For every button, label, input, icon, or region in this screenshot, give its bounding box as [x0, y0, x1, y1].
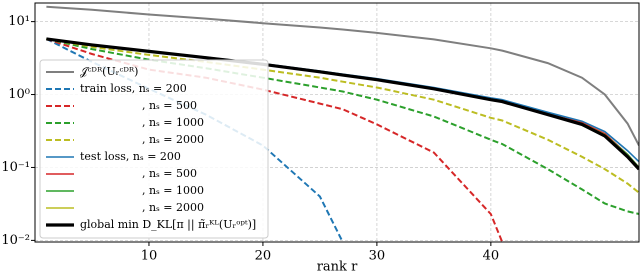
series-line — [46, 37, 504, 242]
y-tick-label: 10¹ — [8, 14, 30, 29]
x-tick-label: 20 — [255, 249, 272, 264]
series-line — [46, 37, 639, 171]
series-line — [46, 5, 639, 146]
legend-label: , nₛ = 500 — [142, 99, 197, 112]
legend-label: , nₛ = 1000 — [142, 116, 204, 129]
x-tick-label: 10 — [141, 249, 158, 264]
plot-frame — [34, 2, 640, 243]
x-axis-label: rank r — [317, 260, 358, 275]
ticks: 10 20 30 40 10¹ 10⁰ 10⁻¹ 10⁻² — [1, 14, 499, 263]
y-tick-label: 10⁰ — [8, 87, 30, 102]
legend-label: test loss, nₛ = 200 — [80, 150, 181, 163]
x-tick-label: 40 — [483, 249, 500, 264]
series-line — [46, 37, 639, 194]
legend-box — [39, 59, 269, 239]
y-tick-label: 10⁻¹ — [1, 160, 30, 175]
legend-label: , nₛ = 500 — [142, 167, 197, 180]
legend-label: train loss, nₛ = 200 — [80, 82, 187, 95]
series-line — [46, 37, 639, 215]
legend-label: , nₛ = 1000 — [142, 184, 204, 197]
legend: 𝒥ᶜᴰᴿ(Uᵣᶜᴰᴿ) train loss, nₛ = 200 , nₛ = 50… — [39, 59, 269, 239]
legend-label: global min D_KL[π || π̃ᵣᴷᴸ(Uᵣᵒᵖᵗ)] — [80, 218, 256, 232]
legend-label: 𝒥ᶜᴰᴿ(Uᵣᶜᴰᴿ) — [80, 65, 138, 78]
plot-lines — [45, 5, 639, 242]
legend-label: , nₛ = 2000 — [142, 201, 204, 214]
y-tick-label: 10⁻² — [1, 233, 30, 248]
legend-label: , nₛ = 2000 — [142, 133, 204, 146]
x-tick-label: 30 — [369, 249, 386, 264]
